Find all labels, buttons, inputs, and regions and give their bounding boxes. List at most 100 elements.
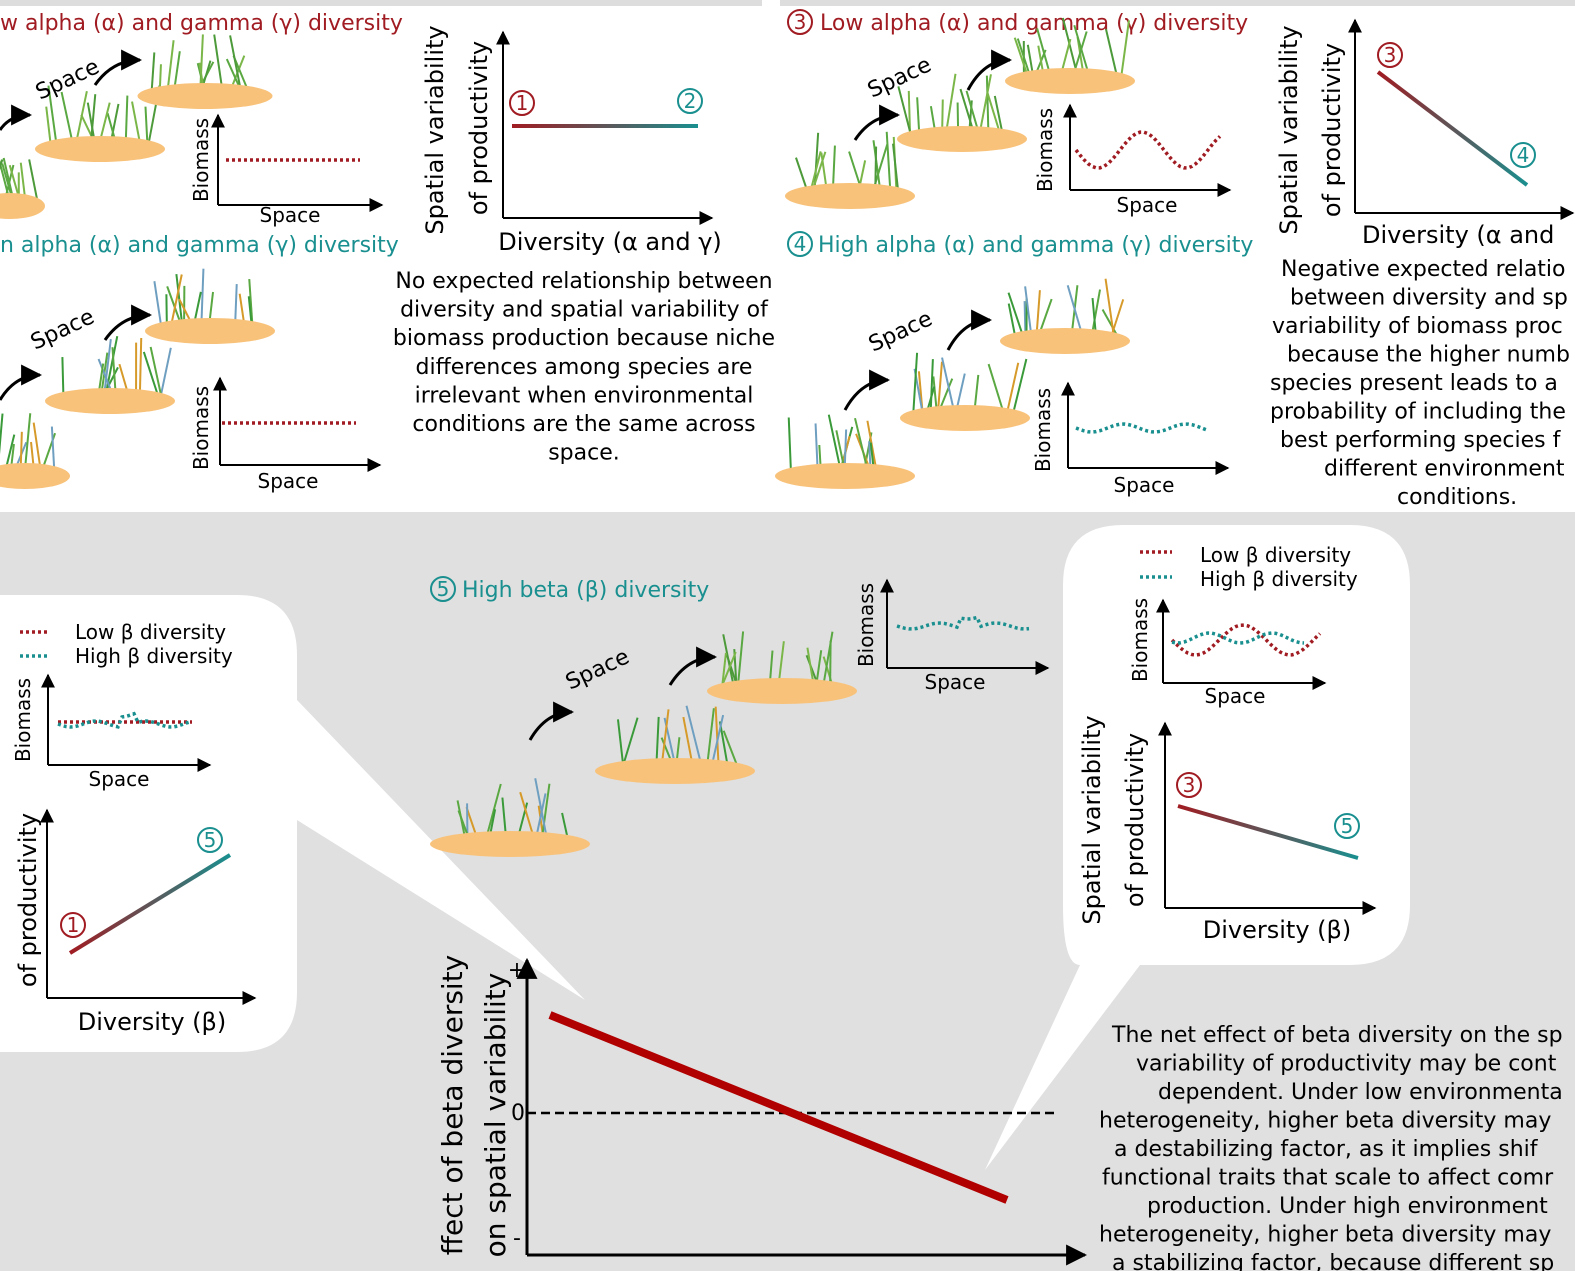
tick-label: 0 xyxy=(511,1101,525,1126)
y-axis-label: of productivity xyxy=(14,813,42,987)
y-axis-label: Biomass xyxy=(1128,598,1152,682)
top-strip xyxy=(0,0,762,6)
caption-line: dependent. Under low environmenta xyxy=(1158,1080,1563,1105)
biomass-line xyxy=(57,711,191,729)
number-circle xyxy=(197,827,223,853)
y-axis-label: Biomass xyxy=(11,678,35,762)
plant xyxy=(787,417,792,471)
caption-line: production. Under high environment xyxy=(1147,1194,1548,1219)
caption-line: functional traits that scale to affect c… xyxy=(1102,1166,1554,1191)
plant xyxy=(61,357,65,396)
caption-line: because the higher numb xyxy=(1287,343,1570,368)
plant xyxy=(0,159,4,170)
legend-label: High β diversity xyxy=(1200,567,1358,591)
caption-line: differences among species are xyxy=(416,355,753,380)
caption-line: space. xyxy=(548,441,620,466)
caption-line: species present leads to a xyxy=(1270,371,1558,396)
y-axis-label: of productivity xyxy=(1121,733,1149,907)
number-circle xyxy=(60,912,86,938)
x-axis-label: Diversity (α and γ) xyxy=(498,228,722,256)
soil-mound xyxy=(897,126,1027,152)
x-axis-label: Space xyxy=(89,767,150,791)
number-circle xyxy=(787,9,813,35)
arrow xyxy=(103,304,153,341)
number: 3 xyxy=(1183,773,1196,797)
soil-mound xyxy=(0,193,45,219)
relationship-line xyxy=(1377,71,1528,186)
relationship-line xyxy=(1177,804,1359,860)
arrow xyxy=(668,646,718,686)
soil-mound xyxy=(1005,68,1135,94)
plant xyxy=(892,143,900,191)
tick-label: - xyxy=(513,1226,521,1251)
soil-mound xyxy=(775,463,915,489)
arrow xyxy=(966,49,1013,91)
number-circle xyxy=(1176,772,1202,798)
caption-line: conditions. xyxy=(1397,485,1517,510)
number: 1 xyxy=(67,913,80,937)
biomass-line xyxy=(896,615,1030,631)
x-axis-label: Space xyxy=(1205,684,1266,708)
plant xyxy=(1012,358,1028,413)
x-axis-label: Space xyxy=(1114,473,1175,497)
number: 2 xyxy=(684,89,697,113)
soil-mound xyxy=(45,388,175,414)
relationship-line xyxy=(512,124,698,128)
plant xyxy=(153,281,162,326)
x-axis-label: Space xyxy=(260,203,321,227)
arrow xyxy=(0,104,33,131)
plant xyxy=(149,346,162,396)
caption-line: probability of including the xyxy=(1270,400,1566,425)
x-axis-label: Space xyxy=(925,670,986,694)
scenario-label: n alpha (α) and gamma (γ) diversity xyxy=(0,233,399,258)
arrow xyxy=(0,364,43,401)
plant xyxy=(912,352,919,413)
plant xyxy=(722,730,738,766)
y-axis-label: Spatial variability xyxy=(1078,715,1106,924)
y-axis-label: Biomass xyxy=(189,386,213,470)
plant xyxy=(1120,20,1130,76)
biomass-line xyxy=(1074,130,1222,170)
number-circle xyxy=(1334,813,1360,839)
scenario-label: Low alpha (α) and gamma (γ) diversity xyxy=(820,11,1248,36)
plant xyxy=(1007,303,1016,336)
y-axis-label: of productivity xyxy=(465,41,493,215)
soil-mound xyxy=(137,83,273,109)
number: 3 xyxy=(794,10,807,34)
y-axis-label: of productivity xyxy=(1318,43,1346,217)
number: 5 xyxy=(1341,814,1354,838)
number: 5 xyxy=(437,577,450,601)
plant xyxy=(159,347,172,396)
left-bubble xyxy=(0,595,585,1052)
y-axis-label: Biomass xyxy=(854,583,878,667)
soil-mound xyxy=(430,831,590,857)
y-axis-label: Biomass xyxy=(1031,388,1055,472)
top-strip xyxy=(780,0,1575,6)
number: 3 xyxy=(1384,43,1397,67)
scenario-label: High alpha (α) and gamma (γ) diversity xyxy=(818,233,1253,258)
number-circle xyxy=(1510,142,1536,168)
arrow xyxy=(843,369,891,411)
soil-mound xyxy=(0,463,70,489)
tick-label: + xyxy=(508,958,526,983)
soil-mound xyxy=(35,136,165,162)
legend-label: Low β diversity xyxy=(75,620,226,644)
plant xyxy=(158,64,162,91)
right-bubble xyxy=(985,525,1410,1170)
effect-line xyxy=(548,1011,1009,1204)
caption-line: biomass production because niche xyxy=(393,326,775,351)
arrow xyxy=(853,104,901,141)
plant xyxy=(138,337,143,396)
caption-line: between diversity and sp xyxy=(1290,286,1568,311)
relationship-line xyxy=(68,853,232,955)
plant xyxy=(47,85,58,144)
plant xyxy=(45,106,52,144)
x-axis-label: Diversity (α and xyxy=(1362,221,1554,249)
arrow xyxy=(528,701,575,741)
caption-line: irrelevant when environmental xyxy=(415,383,754,408)
y-axis-label: Biomass xyxy=(1033,108,1057,192)
x-axis-label: Space xyxy=(1117,193,1178,217)
plant xyxy=(897,86,912,134)
